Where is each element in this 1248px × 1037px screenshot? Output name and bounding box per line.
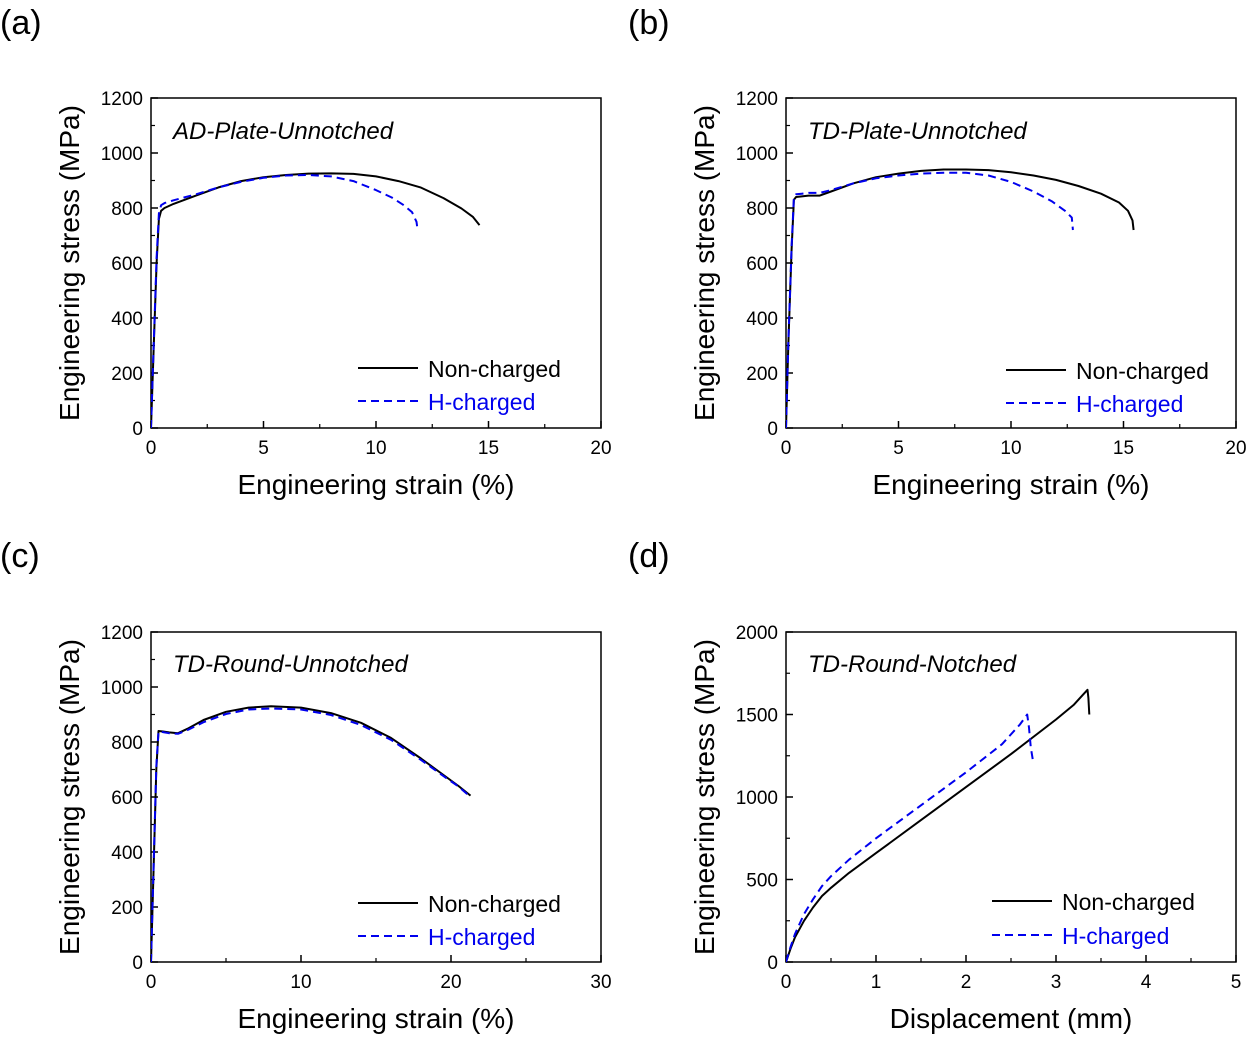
x-axis-label: Engineering strain (%) (237, 1003, 514, 1034)
y-tick-label: 1500 (736, 706, 778, 727)
x-tick-label: 20 (440, 972, 461, 993)
x-tick-label: 10 (365, 438, 386, 459)
chart-panel-d: (d) 0 1 2 3 4 5 0 500 1000 1500 2000 Displacement (m… (628, 537, 1241, 1034)
y-tick-label: 200 (746, 364, 778, 385)
x-axis-label: Engineering strain (%) (872, 469, 1149, 500)
y-tick-label: 0 (767, 419, 778, 440)
series-line-h-charged (786, 713, 1035, 962)
x-tick-label: 30 (590, 972, 611, 993)
y-axis-label: Engineering stress (MPa) (54, 105, 85, 421)
y-tick-label: 200 (111, 364, 143, 385)
x-tick-label: 0 (146, 972, 157, 993)
y-tick-label: 800 (746, 199, 778, 220)
y-tick-label: 2000 (736, 623, 778, 644)
x-tick-label: 20 (1225, 438, 1246, 459)
legend-label: Non-charged (428, 356, 561, 382)
y-tick-label: 400 (111, 309, 143, 330)
x-tick-label: 10 (290, 972, 311, 993)
series-line-h-charged (151, 174, 419, 428)
y-axis-label: Engineering stress (MPa) (54, 639, 85, 955)
series-line-non-charged (786, 688, 1091, 962)
x-tick-label: 15 (478, 438, 499, 459)
x-tick-label: 5 (258, 438, 269, 459)
y-tick-label: 400 (746, 309, 778, 330)
x-tick-label: 0 (781, 972, 792, 993)
panel-label: (a) (0, 4, 42, 42)
x-tick-label: 1 (871, 972, 882, 993)
chart-title: TD-Round-Unnotched (173, 651, 408, 678)
y-tick-label: 1000 (101, 144, 143, 165)
x-tick-label: 10 (1000, 438, 1021, 459)
y-tick-label: 1000 (736, 144, 778, 165)
y-tick-label: 200 (111, 898, 143, 919)
y-tick-label: 500 (746, 871, 778, 892)
x-tick-label: 0 (146, 438, 157, 459)
y-tick-label: 1200 (101, 89, 143, 110)
chart-panel-a: (a)0 5 10 15 20020040060080010001200Engineer… (0, 4, 612, 500)
series-line-h-charged (786, 171, 1074, 428)
panel-label: (d) (628, 537, 670, 575)
y-tick-label: 400 (111, 843, 143, 864)
y-tick-label: 600 (746, 254, 778, 275)
y-axis-label: Engineering stress (MPa) (689, 105, 720, 421)
y-tick-label: 1000 (736, 788, 778, 809)
y-tick-label: 1000 (101, 678, 143, 699)
chart-title: TD-Round-Notched (808, 651, 1017, 678)
y-tick-label: 1200 (101, 623, 143, 644)
y-tick-label: 800 (111, 199, 143, 220)
legend-label: Non-charged (1062, 889, 1195, 915)
x-tick-label: 20 (590, 438, 611, 459)
x-tick-label: 5 (1231, 972, 1242, 993)
x-tick-label: 5 (893, 438, 904, 459)
legend-label: H-charged (1076, 391, 1183, 417)
y-axis-label: Engineering stress (MPa) (689, 639, 720, 955)
x-axis-label: Engineering strain (%) (237, 469, 514, 500)
chart-panel-c: (c) 0 10 20 30 0 200 400 600 800 1000 1200 Engineeri… (0, 537, 612, 1034)
y-tick-label: 0 (767, 953, 778, 974)
series-line-non-charged (151, 705, 472, 962)
y-tick-label: 600 (111, 788, 143, 809)
y-tick-label: 800 (111, 733, 143, 754)
x-tick-label: 4 (1141, 972, 1152, 993)
legend-label: Non-charged (428, 891, 561, 917)
x-tick-label: 2 (961, 972, 972, 993)
x-axis-label: Displacement (mm) (890, 1003, 1133, 1034)
chart-panel-b: (b)0 5 10 15 20020040060080010001200Engineer… (628, 4, 1247, 500)
series-line-non-charged (786, 168, 1135, 428)
legend-label: H-charged (1062, 923, 1169, 949)
y-tick-label: 0 (132, 419, 143, 440)
chart-title: TD-Plate-Unnotched (808, 118, 1027, 145)
panel-label: (c) (0, 537, 40, 575)
x-tick-label: 3 (1051, 972, 1062, 993)
legend-label: Non-charged (1076, 358, 1209, 384)
x-tick-label: 0 (781, 438, 792, 459)
x-tick-label: 15 (1113, 438, 1134, 459)
panel-label: (b) (628, 4, 670, 42)
y-tick-label: 600 (111, 254, 143, 275)
y-tick-label: 0 (132, 953, 143, 974)
series-line-h-charged (151, 707, 470, 962)
legend-label: H-charged (428, 924, 535, 950)
legend-label: H-charged (428, 389, 535, 415)
chart-title: AD-Plate-Unnotched (171, 118, 394, 145)
y-tick-label: 1200 (736, 89, 778, 110)
